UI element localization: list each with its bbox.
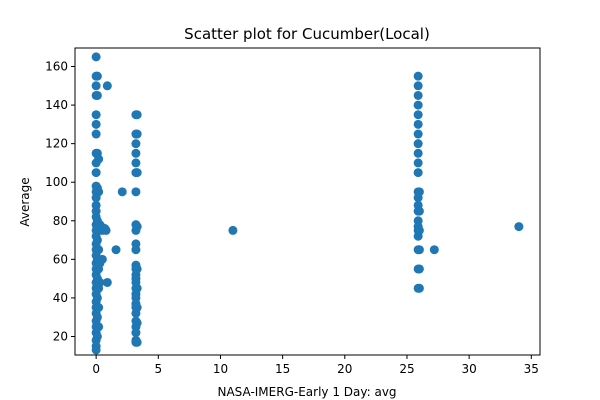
data-point (94, 245, 104, 255)
data-point (414, 264, 424, 274)
x-tick-label: 25 (399, 362, 414, 376)
data-point (413, 81, 423, 91)
data-point (131, 148, 141, 158)
data-point (413, 148, 423, 158)
y-tick-label: 80 (53, 214, 68, 228)
data-point (413, 110, 423, 120)
data-point (131, 328, 141, 338)
data-point (92, 331, 102, 341)
data-point (101, 225, 111, 235)
plot-frame (74, 47, 541, 356)
data-point (92, 293, 102, 303)
y-tick-label: 20 (53, 329, 68, 343)
data-point (414, 225, 424, 235)
data-point (131, 187, 141, 197)
data-point (91, 129, 101, 139)
data-point (414, 245, 424, 255)
data-point (413, 168, 423, 178)
data-point (514, 222, 524, 232)
data-point (91, 345, 101, 355)
data-point (94, 187, 104, 197)
y-axis-label: Average (18, 177, 32, 226)
data-point (91, 168, 101, 178)
points-layer (91, 52, 524, 355)
y-tick-label: 40 (53, 291, 68, 305)
data-point (132, 303, 142, 313)
data-point (132, 168, 142, 178)
data-point (228, 225, 238, 235)
x-tick-label: 35 (524, 362, 539, 376)
data-point (94, 322, 104, 332)
data-point (413, 71, 423, 81)
data-point (132, 337, 142, 347)
x-tick-label: 0 (92, 362, 100, 376)
x-tick-label: 20 (337, 362, 352, 376)
data-point (91, 81, 101, 91)
data-point (414, 283, 424, 293)
y-tick-label: 100 (45, 175, 68, 189)
data-point (91, 119, 101, 129)
y-tick-label: 60 (53, 252, 68, 266)
x-tick-label: 15 (275, 362, 290, 376)
x-axis-label: NASA-IMERG-Early 1 Day: avg (217, 385, 396, 399)
data-point (94, 154, 104, 164)
data-point (131, 245, 141, 255)
data-point (117, 187, 127, 197)
x-tick-label: 10 (213, 362, 228, 376)
data-point (91, 52, 101, 62)
data-point (131, 158, 141, 168)
data-point (92, 90, 102, 100)
data-point (92, 235, 102, 245)
data-point (414, 187, 424, 197)
data-point (413, 100, 423, 110)
data-point (91, 110, 101, 120)
data-point (111, 245, 121, 255)
data-point (132, 110, 142, 120)
data-point (102, 277, 112, 287)
data-point (92, 71, 102, 81)
data-point (429, 245, 439, 255)
data-point (413, 119, 423, 129)
data-point (413, 139, 423, 149)
data-point (132, 264, 142, 274)
chart-title: Scatter plot for Cucumber(Local) (184, 25, 430, 43)
data-point (132, 318, 142, 328)
data-point (413, 90, 423, 100)
data-point (131, 139, 141, 149)
data-point (92, 312, 102, 322)
data-point (94, 303, 104, 313)
data-point (95, 277, 105, 287)
ticks-layer: 0 5 10 15 20 25 30 35 20 40 60 80 100 120 140 160 (45, 60, 539, 376)
y-tick-label: 140 (45, 98, 68, 112)
data-point (132, 283, 142, 293)
y-tick-label: 120 (45, 137, 68, 151)
x-tick-label: 5 (154, 362, 162, 376)
data-point (413, 158, 423, 168)
y-tick-label: 160 (45, 60, 68, 74)
data-point (102, 81, 112, 91)
data-point (132, 222, 142, 232)
data-point (132, 129, 142, 139)
data-point (414, 206, 424, 216)
data-point (413, 129, 423, 139)
x-tick-label: 30 (461, 362, 476, 376)
data-point (97, 254, 107, 264)
